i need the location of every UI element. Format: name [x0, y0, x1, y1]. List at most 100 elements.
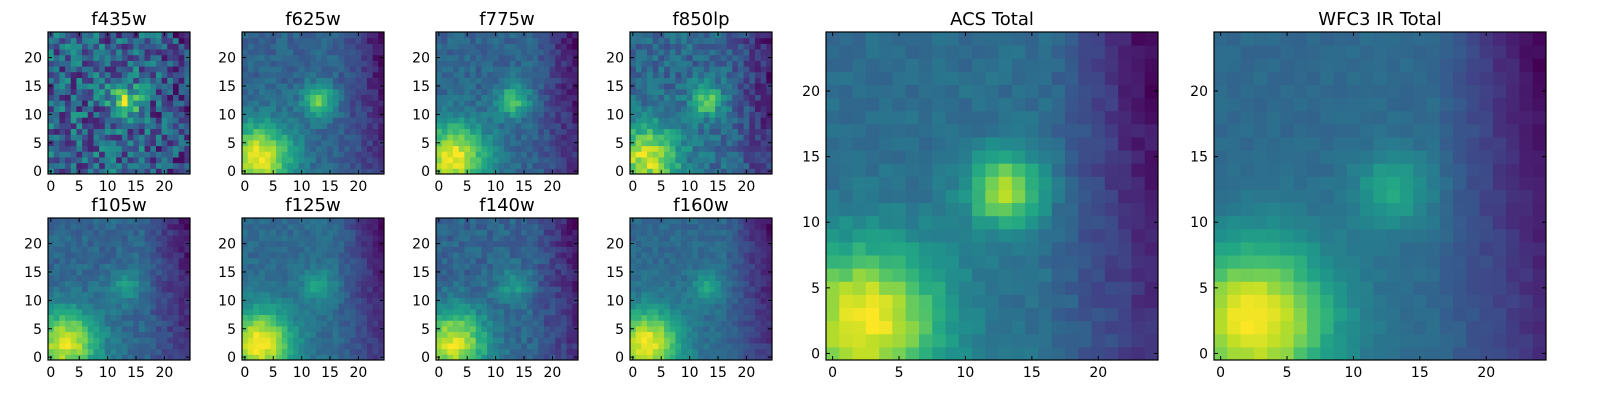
heatmap-cell: [76, 43, 83, 50]
heatmap-cell: [543, 134, 551, 141]
heatmap-cell: [458, 60, 465, 67]
heatmap-cell: [304, 134, 311, 141]
heatmap-cell: [93, 257, 100, 264]
heatmap-cell: [127, 235, 134, 242]
heatmap-cell: [372, 280, 379, 287]
panel-title: f435w: [91, 9, 146, 30]
heatmap-cell: [732, 145, 739, 152]
heatmap-cell: [572, 156, 579, 164]
heatmap-cell: [65, 134, 72, 141]
heatmap-cell: [65, 291, 72, 299]
heatmap-cell: [65, 342, 72, 350]
heatmap-cell: [242, 331, 249, 338]
heatmap-cell: [669, 88, 676, 95]
heatmap-cell: [327, 145, 334, 152]
heatmap-cell: [378, 88, 385, 95]
heatmap-cell: [121, 60, 129, 67]
heatmap-cell: [538, 348, 545, 355]
heatmap-cell: [726, 32, 733, 39]
heatmap-cell: [144, 88, 151, 95]
heatmap-cell: [59, 37, 66, 44]
heatmap-cell: [447, 94, 454, 101]
heatmap-cell: [715, 337, 722, 344]
heatmap-cell: [270, 291, 277, 299]
heatmap-cell: [475, 134, 482, 141]
heatmap-cell: [327, 94, 334, 101]
heatmap-cell: [766, 320, 773, 327]
heatmap-cell: [504, 122, 511, 130]
heatmap-cell: [658, 83, 665, 90]
heatmap-cell: [509, 117, 517, 124]
heatmap-cell: [366, 162, 374, 169]
heatmap-cell: [658, 66, 665, 73]
heatmap-cell: [184, 37, 191, 44]
heatmap-cell: [178, 94, 185, 101]
heatmap-cell: [475, 274, 482, 281]
heatmap-cell: [664, 274, 671, 281]
heatmap-cell: [349, 43, 357, 50]
heatmap-cell: [630, 274, 637, 281]
heatmap-cell: [372, 291, 379, 299]
heatmap-cell: [504, 128, 511, 135]
heatmap-cell: [366, 286, 374, 293]
heatmap-cell: [635, 100, 642, 107]
heatmap-cell: [99, 308, 106, 316]
heatmap-cell: [304, 128, 311, 135]
heatmap-cell: [566, 291, 573, 299]
heatmap-cell: [264, 60, 271, 67]
heatmap-cell: [458, 246, 465, 253]
heatmap-cell: [641, 71, 648, 78]
heatmap-cell: [652, 117, 659, 124]
heatmap-cell: [344, 49, 351, 56]
heatmap-cell: [184, 32, 191, 39]
heatmap-cell: [53, 139, 60, 147]
heatmap-cell: [526, 274, 534, 281]
heatmap-cell: [65, 297, 72, 304]
heatmap-cell: [641, 269, 648, 276]
heatmap-cell: [566, 139, 573, 147]
heatmap-cell: [242, 314, 249, 321]
heatmap-cell: [104, 122, 111, 130]
heatmap-cell: [167, 218, 174, 225]
heatmap-cell: [635, 269, 642, 276]
heatmap-cell: [675, 297, 682, 304]
heatmap-cell: [172, 88, 180, 95]
heatmap-cell: [566, 43, 573, 50]
heatmap-cell: [116, 297, 123, 304]
heatmap-cell: [161, 269, 168, 276]
heatmap-cell: [349, 325, 357, 333]
heatmap-cell: [133, 280, 140, 287]
heatmap-cell: [172, 325, 180, 333]
heatmap-cell: [436, 105, 443, 113]
heatmap-cell: [675, 331, 682, 338]
heatmap-cell: [766, 60, 773, 67]
heatmap-cell: [253, 37, 260, 44]
heatmap-cell: [560, 263, 568, 270]
heatmap-cell: [630, 43, 637, 50]
heatmap-cell: [99, 88, 106, 95]
heatmap-cell: [87, 83, 94, 90]
heatmap-cell: [247, 83, 254, 90]
heatmap-cell: [121, 139, 129, 147]
heatmap-cell: [70, 128, 77, 135]
heatmap-cell: [658, 348, 665, 355]
heatmap-cell: [652, 71, 659, 78]
heatmap-cell: [144, 77, 151, 84]
heatmap-cell: [549, 223, 556, 230]
heatmap-cell: [698, 337, 705, 344]
heatmap-cell: [549, 54, 556, 61]
heatmap-cell: [338, 314, 345, 321]
heatmap-cell: [709, 32, 716, 39]
heatmap-cell: [99, 32, 106, 39]
heatmap-cell: [509, 66, 517, 73]
heatmap-cell: [76, 342, 83, 350]
heatmap-cell: [53, 60, 60, 67]
heatmap-cell: [338, 229, 345, 236]
heatmap-cell: [338, 297, 345, 304]
heatmap-cell: [178, 88, 185, 95]
heatmap-cell: [361, 54, 368, 61]
heatmap-cell: [549, 145, 556, 152]
heatmap-cell: [378, 162, 385, 169]
heatmap-cell: [259, 218, 266, 225]
